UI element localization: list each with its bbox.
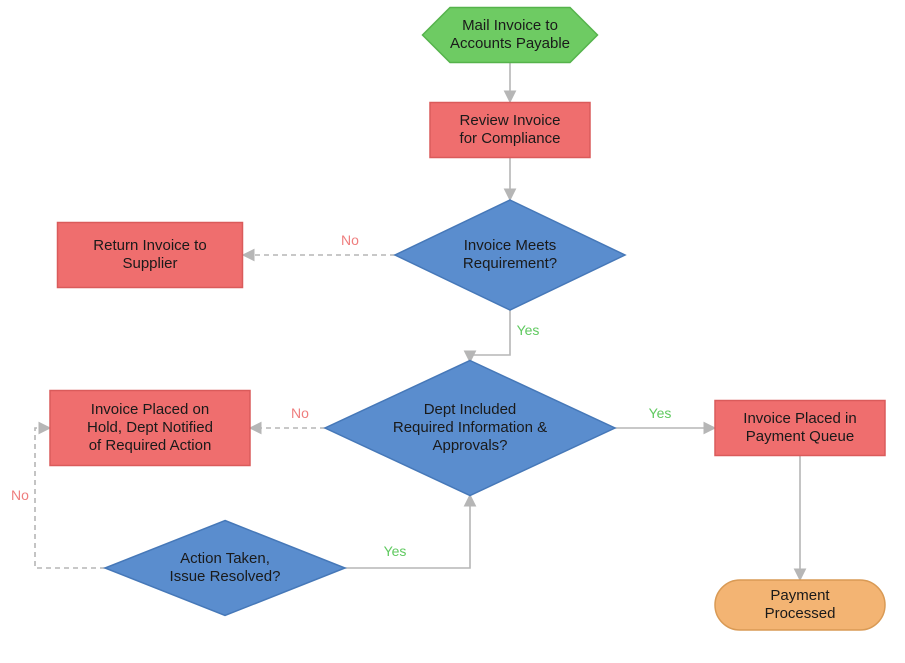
node-start: Mail Invoice toAccounts Payable	[423, 8, 598, 63]
node-hold-label-line0: Invoice Placed on	[91, 401, 209, 418]
node-dept-label-line0: Dept Included	[424, 401, 517, 418]
node-dept-label-line2: Approvals?	[432, 437, 507, 454]
node-dept: Dept IncludedRequired Information &Appro…	[325, 361, 615, 496]
node-dept-label-line1: Required Information &	[393, 419, 547, 436]
node-review-label-line0: Review Invoice	[460, 112, 561, 129]
node-payment-label-line0: Payment	[770, 587, 830, 604]
node-return-label-line0: Return Invoice to	[93, 237, 206, 254]
node-review-label-line1: for Compliance	[460, 130, 561, 147]
edge-label-action-dept: Yes	[384, 543, 407, 559]
node-hold-label-line2: of Required Action	[89, 437, 212, 454]
node-hold: Invoice Placed onHold, Dept Notifiedof R…	[50, 391, 250, 466]
node-action: Action Taken,Issue Resolved?	[105, 521, 345, 616]
edges-layer: No Yes No Yes Yes No	[11, 62, 800, 580]
node-meets-label-line0: Invoice Meets	[464, 237, 557, 254]
node-review: Review Invoicefor Compliance	[430, 103, 590, 158]
node-queue: Invoice Placed inPayment Queue	[715, 401, 885, 456]
node-queue-label-line1: Payment Queue	[746, 428, 854, 445]
edge-meets-dept	[470, 310, 510, 362]
node-start-label-line1: Accounts Payable	[450, 35, 570, 52]
node-action-label-line1: Issue Resolved?	[170, 568, 281, 585]
node-queue-label-line0: Invoice Placed in	[743, 410, 856, 427]
edge-label-dept-queue: Yes	[649, 405, 672, 421]
node-meets-label-line1: Requirement?	[463, 255, 557, 272]
node-meets: Invoice MeetsRequirement?	[395, 200, 625, 310]
nodes-layer: Mail Invoice toAccounts Payable Review In…	[50, 8, 885, 631]
node-payment-label-line1: Processed	[765, 605, 836, 622]
node-return-label-line1: Supplier	[122, 255, 177, 272]
edge-label-meets-return: No	[341, 232, 359, 248]
node-start-label-line0: Mail Invoice to	[462, 17, 558, 34]
edge-label-dept-hold: No	[291, 405, 309, 421]
flowchart-canvas: No Yes No Yes Yes No Mail Invoice toAccounts …	[0, 0, 905, 663]
edge-label-meets-dept: Yes	[517, 322, 540, 338]
node-return: Return Invoice toSupplier	[58, 223, 243, 288]
node-hold-label-line1: Hold, Dept Notified	[87, 419, 213, 436]
edge-action-dept	[345, 495, 470, 568]
edge-label-action-hold: No	[11, 487, 29, 503]
node-action-label-line0: Action Taken,	[180, 550, 270, 567]
node-payment: PaymentProcessed	[715, 580, 885, 630]
